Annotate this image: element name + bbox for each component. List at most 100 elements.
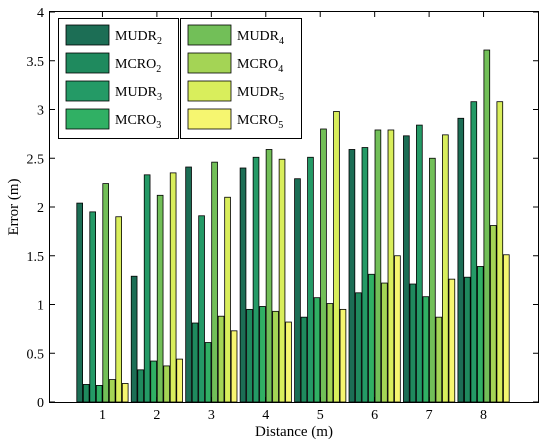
legend-swatch: [187, 108, 232, 130]
x-tick-label: 7: [426, 408, 433, 423]
bar-mudr2-d3: [185, 166, 192, 403]
bar-mudr2-d4: [239, 167, 247, 403]
bar-mudr3-d2: [143, 174, 151, 403]
x-tick-label: 2: [153, 408, 160, 423]
bar-mcro5-d5: [339, 308, 347, 403]
legend-swatch: [65, 108, 110, 130]
legend-swatch: [65, 24, 110, 46]
legend-label: MUDR3: [115, 85, 162, 103]
bar-mudr4-d3: [211, 161, 218, 403]
bar-mudr3-d8: [470, 101, 478, 403]
bar-mudr5-d7: [442, 134, 449, 403]
bar-mcro5-d8: [503, 254, 510, 403]
bar-mudr4-d6: [374, 129, 382, 403]
legend-swatch: [65, 52, 110, 74]
bar-mcro2-d2: [137, 369, 144, 403]
bar-mudr5-d4: [278, 158, 286, 403]
bar-mcro3-d6: [368, 273, 375, 403]
legend-swatch: [65, 80, 110, 102]
bar-mudr4-d2: [156, 194, 164, 403]
bar-mudr2-d2: [130, 275, 138, 403]
bar-mudr2-d8: [457, 117, 465, 403]
bar-mcro5-d3: [230, 330, 238, 403]
bar-mcro5-d6: [394, 255, 401, 403]
bar-mudr5-d3: [224, 196, 231, 403]
legend-swatch: [187, 80, 232, 102]
bar-mcro2-d1: [82, 384, 90, 403]
bar-mudr5-d1: [115, 216, 122, 403]
y-tick-label: 2: [37, 201, 44, 216]
bar-mcro2-d7: [409, 283, 417, 403]
bar-mudr2-d7: [403, 135, 410, 403]
x-tick-label: 4: [262, 408, 269, 423]
legend-label: MCRO3: [115, 113, 161, 131]
legend-label: MCRO2: [115, 57, 161, 75]
legend-label: MCRO4: [237, 57, 283, 75]
y-axis-ticks: 0 0.5 1 1.5 2 2.5 3 3.5 4: [27, 6, 538, 411]
bar-mcro3-d7: [422, 296, 430, 403]
bar-mudr4-d7: [429, 157, 436, 403]
x-tick-label: 3: [208, 408, 215, 423]
bar-mcro3-d8: [477, 266, 484, 403]
bar-mcro4-d2: [163, 365, 170, 403]
y-axis-label: Error (m): [6, 178, 22, 235]
bar-mcro2-d8: [464, 276, 471, 403]
bar-mudr2-d1: [76, 202, 83, 403]
bar-mudr2-d5: [294, 178, 301, 403]
bar-mcro3-d3: [204, 342, 212, 403]
bar-mcro3-d1: [95, 385, 103, 403]
bar-mcro3-d2: [150, 360, 157, 403]
bar-mcro4-d5: [326, 303, 334, 403]
bar-mudr3-d1: [89, 211, 96, 403]
x-axis-label: Distance (m): [255, 424, 333, 440]
bar-mcro5-d7: [448, 278, 456, 403]
legend-label: MUDR5: [237, 85, 284, 103]
legend-label: MUDR4: [237, 29, 284, 47]
bar-mcro2-d6: [355, 292, 362, 403]
y-tick-label: 2.5: [27, 152, 45, 167]
bar-mcro2-d5: [300, 316, 308, 403]
bar-mudr3-d4: [252, 156, 260, 403]
legend-label: MUDR2: [115, 29, 162, 47]
legend: MUDR2 MCRO2 MUDR3 MCRO3 MUDR4 MCRO4 MUDR5 MCRO5: [58, 18, 302, 139]
bar-mudr3-d7: [416, 124, 423, 403]
bar-mcro3-d5: [313, 297, 321, 403]
bar-mcro4-d4: [272, 310, 279, 403]
bar-mcro4-d1: [108, 379, 116, 403]
bar-mcro4-d7: [435, 316, 443, 403]
legend-swatch: [187, 24, 232, 46]
bar-mcro5-d2: [176, 358, 183, 403]
x-tick-label: 1: [99, 408, 106, 423]
bar-mcro5-d4: [285, 321, 292, 403]
bar-mcro4-d3: [217, 315, 225, 403]
x-tick-label: 5: [317, 408, 324, 423]
x-tick-label: 6: [371, 408, 378, 423]
legend-swatch: [187, 52, 232, 74]
bar-mudr5-d2: [169, 172, 177, 403]
bar-mudr4-d1: [102, 183, 109, 403]
bar-mudr2-d6: [348, 149, 356, 403]
bar-mudr4-d4: [265, 149, 273, 403]
legend-label: MCRO5: [237, 113, 283, 131]
bar-mcro3-d4: [259, 306, 266, 403]
bar-mudr4-d8: [483, 49, 491, 403]
bar-mcro4-d8: [490, 225, 497, 403]
bars: [76, 49, 510, 403]
bar-mudr5-d8: [496, 101, 504, 403]
y-tick-label: 3.5: [27, 55, 45, 70]
y-tick-label: 1.5: [27, 250, 45, 265]
bar-mcro2-d4: [246, 308, 253, 403]
x-tick-label: 8: [480, 408, 487, 423]
bar-mudr4-d5: [320, 128, 327, 403]
y-tick-label: 3: [37, 104, 44, 119]
bar-mcro4-d6: [381, 282, 388, 403]
bar-mcro2-d3: [191, 322, 199, 403]
bar-mudr3-d5: [307, 156, 314, 403]
bar-mudr5-d6: [387, 129, 395, 403]
bar-mudr3-d3: [198, 215, 205, 403]
bar-mudr3-d6: [361, 147, 369, 403]
y-tick-label: 1: [37, 299, 44, 314]
bar-mcro5-d1: [121, 383, 129, 403]
bar-mudr5-d5: [333, 111, 340, 403]
